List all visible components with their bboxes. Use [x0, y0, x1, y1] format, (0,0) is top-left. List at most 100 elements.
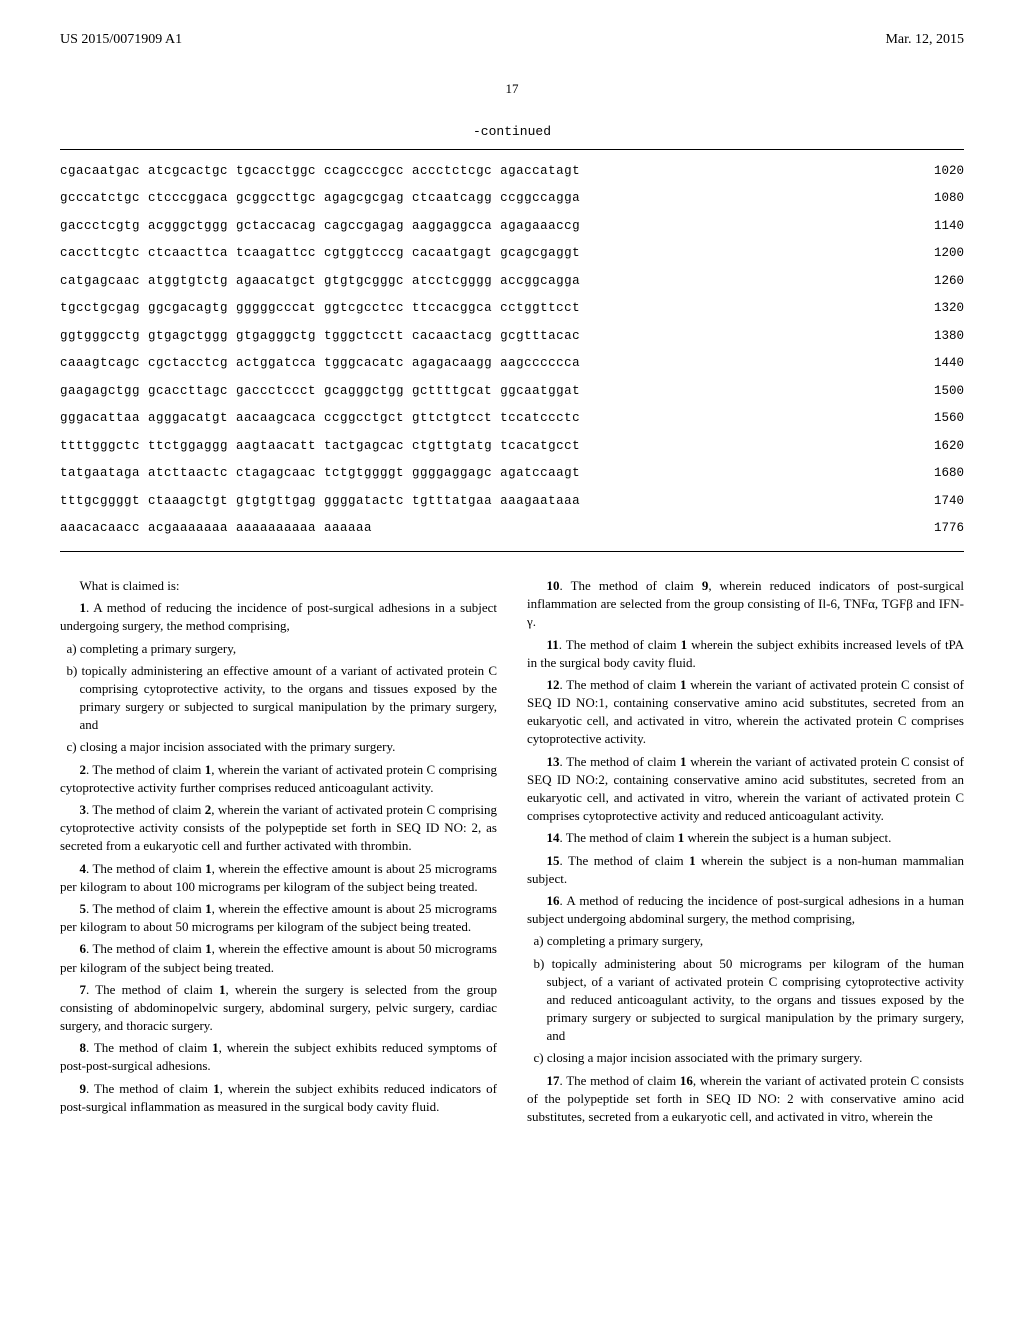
claim-number: 12	[547, 677, 560, 692]
right-column: 10. The method of claim 9, wherein reduc…	[527, 577, 964, 1130]
sequence-row: gcccatctgc ctcccggaca gcggccttgc agagcgc…	[60, 185, 964, 213]
claim: 5. The method of claim 1, wherein the ef…	[60, 900, 497, 936]
claim: 3. The method of claim 2, wherein the va…	[60, 801, 497, 856]
sequence-text: cgacaatgac atcgcactgc tgcacctggc ccagccc…	[60, 158, 580, 186]
sequence-text: gaccctcgtg acgggctggg gctaccacag cagccga…	[60, 213, 580, 241]
sub-claim: b) topically administering about 50 micr…	[547, 955, 965, 1046]
sequence-position: 1500	[894, 378, 964, 406]
sequence-row: gaagagctgg gcaccttagc gaccctccct gcagggc…	[60, 378, 964, 406]
left-column: What is claimed is: 1. A method of reduc…	[60, 577, 497, 1130]
sequence-text: gggacattaa agggacatgt aacaagcaca ccggcct…	[60, 405, 580, 433]
claim-text: . The method of claim 1 wherein the subj…	[560, 830, 892, 845]
page-number: 17	[60, 80, 964, 98]
claim-text: . A method of reducing the incidence of …	[60, 600, 497, 633]
claim: 4. The method of claim 1, wherein the ef…	[60, 860, 497, 896]
sequence-position: 1200	[894, 240, 964, 268]
claim: 2. The method of claim 1, wherein the va…	[60, 761, 497, 797]
claim-text: . The method of claim 16, wherein the va…	[527, 1073, 964, 1124]
sequence-row: aaacacaacc acgaaaaaaa aaaaaaaaaa aaaaaa 1…	[60, 515, 964, 543]
claim-text: . The method of claim 1, wherein the sur…	[60, 982, 497, 1033]
sequence-text: tttgcggggt ctaaagctgt gtgtgttgag ggggata…	[60, 488, 580, 516]
sub-claim: a) completing a primary surgery,	[80, 640, 498, 658]
sequence-position: 1560	[894, 405, 964, 433]
claim: 11. The method of claim 1 wherein the su…	[527, 636, 964, 672]
claim-number: 15	[547, 853, 560, 868]
sub-claim: c) closing a major incision associated w…	[80, 738, 498, 756]
sequence-row: caccttcgtc ctcaacttca tcaagattcc cgtggtc…	[60, 240, 964, 268]
sequence-position: 1380	[894, 323, 964, 351]
sequence-position: 1680	[894, 460, 964, 488]
claim-number: 14	[547, 830, 560, 845]
sequence-position: 1140	[894, 213, 964, 241]
claim-text: . The method of claim 1 wherein the subj…	[527, 637, 964, 670]
sequence-text: catgagcaac atggtgtctg agaacatgct gtgtgcg…	[60, 268, 580, 296]
claim-text: . The method of claim 1, wherein the eff…	[60, 861, 497, 894]
sequence-position: 1020	[894, 158, 964, 186]
claim-text: . The method of claim 2, wherein the var…	[60, 802, 497, 853]
claims-intro: What is claimed is:	[60, 577, 497, 595]
claim: 6. The method of claim 1, wherein the ef…	[60, 940, 497, 976]
claims-container: What is claimed is: 1. A method of reduc…	[60, 577, 964, 1130]
claim-number: 11	[547, 637, 559, 652]
publication-date: Mar. 12, 2015	[885, 30, 964, 50]
claim: 9. The method of claim 1, wherein the su…	[60, 1080, 497, 1116]
claim-text: . The method of claim 9, wherein reduced…	[527, 578, 964, 629]
claim: 14. The method of claim 1 wherein the su…	[527, 829, 964, 847]
claim: 16. A method of reducing the incidence o…	[527, 892, 964, 928]
page-header: US 2015/0071909 A1 Mar. 12, 2015	[60, 30, 964, 50]
claim: 8. The method of claim 1, wherein the su…	[60, 1039, 497, 1075]
sequence-text: aaacacaacc acgaaaaaaa aaaaaaaaaa aaaaaa	[60, 515, 372, 543]
sequence-row: tgcctgcgag ggcgacagtg gggggcccat ggtcgcc…	[60, 295, 964, 323]
sequence-text: gcccatctgc ctcccggaca gcggccttgc agagcgc…	[60, 185, 580, 213]
sequence-text: caaagtcagc cgctacctcg actggatcca tgggcac…	[60, 350, 580, 378]
claim: 1. A method of reducing the incidence of…	[60, 599, 497, 635]
claim-number: 13	[547, 754, 560, 769]
sequence-position: 1776	[894, 515, 964, 543]
claim-text: . The method of claim 1, wherein the var…	[60, 762, 497, 795]
sequence-text: tgcctgcgag ggcgacagtg gggggcccat ggtcgcc…	[60, 295, 580, 323]
sequence-row: catgagcaac atggtgtctg agaacatgct gtgtgcg…	[60, 268, 964, 296]
sequence-text: ggtgggcctg gtgagctggg gtgagggctg tgggctc…	[60, 323, 580, 351]
sequence-position: 1620	[894, 433, 964, 461]
sub-claim: a) completing a primary surgery,	[547, 932, 965, 950]
claim-text: . The method of claim 1, wherein the sub…	[60, 1040, 497, 1073]
claim-text: . A method of reducing the incidence of …	[527, 893, 964, 926]
sequence-row: caaagtcagc cgctacctcg actggatcca tgggcac…	[60, 350, 964, 378]
sequence-position: 1440	[894, 350, 964, 378]
sequence-text: ttttgggctc ttctggaggg aagtaacatt tactgag…	[60, 433, 580, 461]
claim-number: 10	[547, 578, 560, 593]
sequence-text: gaagagctgg gcaccttagc gaccctccct gcagggc…	[60, 378, 580, 406]
sequence-row: tatgaataga atcttaactc ctagagcaac tctgtgg…	[60, 460, 964, 488]
sequence-block: cgacaatgac atcgcactgc tgcacctggc ccagccc…	[60, 149, 964, 552]
sub-claim: c) closing a major incision associated w…	[547, 1049, 965, 1067]
sequence-row: ggtgggcctg gtgagctggg gtgagggctg tgggctc…	[60, 323, 964, 351]
claim: 13. The method of claim 1 wherein the va…	[527, 753, 964, 826]
sub-claim: b) topically administering an effective …	[80, 662, 498, 735]
claim-number: 16	[547, 893, 560, 908]
sequence-text: tatgaataga atcttaactc ctagagcaac tctgtgg…	[60, 460, 580, 488]
sequence-position: 1260	[894, 268, 964, 296]
sequence-row: gaccctcgtg acgggctggg gctaccacag cagccga…	[60, 213, 964, 241]
sequence-text: caccttcgtc ctcaacttca tcaagattcc cgtggtc…	[60, 240, 580, 268]
claim-text: . The method of claim 1 wherein the vari…	[527, 677, 964, 747]
sequence-row: gggacattaa agggacatgt aacaagcaca ccggcct…	[60, 405, 964, 433]
sequence-row: cgacaatgac atcgcactgc tgcacctggc ccagccc…	[60, 158, 964, 186]
claim: 7. The method of claim 1, wherein the su…	[60, 981, 497, 1036]
claim-text: . The method of claim 1 wherein the vari…	[527, 754, 964, 824]
sequence-position: 1320	[894, 295, 964, 323]
claim: 10. The method of claim 9, wherein reduc…	[527, 577, 964, 632]
claim: 17. The method of claim 16, wherein the …	[527, 1072, 964, 1127]
sequence-position: 1740	[894, 488, 964, 516]
claim-number: 17	[547, 1073, 560, 1088]
continued-label: -continued	[60, 123, 964, 141]
claim-text: . The method of claim 1, wherein the sub…	[60, 1081, 497, 1114]
claim: 15. The method of claim 1 wherein the su…	[527, 852, 964, 888]
claim: 12. The method of claim 1 wherein the va…	[527, 676, 964, 749]
sequence-row: ttttgggctc ttctggaggg aagtaacatt tactgag…	[60, 433, 964, 461]
claim-text: . The method of claim 1, wherein the eff…	[60, 941, 497, 974]
publication-number: US 2015/0071909 A1	[60, 30, 182, 50]
sequence-row: tttgcggggt ctaaagctgt gtgtgttgag ggggata…	[60, 488, 964, 516]
sequence-position: 1080	[894, 185, 964, 213]
claim-text: . The method of claim 1, wherein the eff…	[60, 901, 497, 934]
claim-text: . The method of claim 1 wherein the subj…	[527, 853, 964, 886]
